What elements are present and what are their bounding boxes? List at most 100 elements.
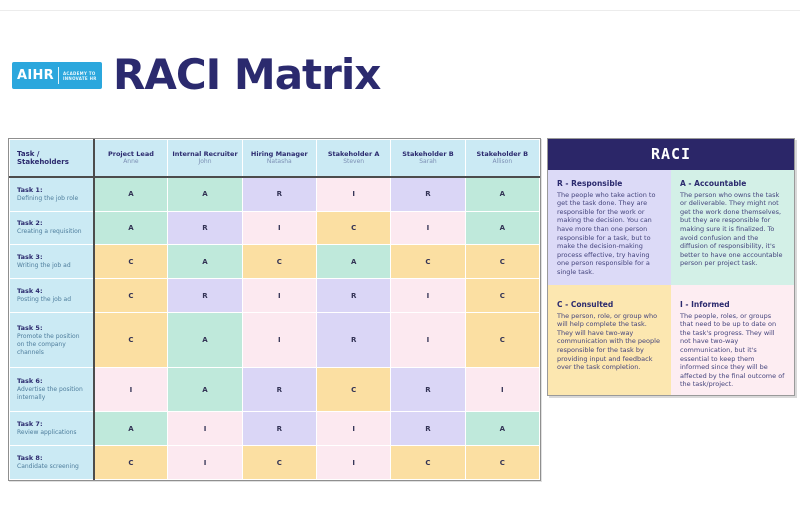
raci-cell-r5-c2: A: [167, 312, 243, 368]
raci-cell-r2-c3: I: [241, 210, 317, 246]
column-header-1: Project Lead Anne: [92, 139, 169, 178]
raci-cell-r7-c6: A: [464, 411, 541, 447]
raci-cell-r3-c6: C: [464, 244, 541, 280]
task-number: Task 5:: [17, 323, 43, 332]
column-person-name: Natasha: [266, 157, 292, 165]
raci-cell-r6-c6: I: [464, 366, 541, 413]
raci-cell-r2-c4: C: [315, 210, 392, 246]
raci-cell-r6-c2: A: [167, 366, 243, 413]
raci-cell-r8-c4: I: [315, 445, 392, 480]
raci-cell-r8-c6: C: [464, 445, 541, 480]
raci-cell-r5-c5: I: [390, 312, 466, 368]
raci-cell-r3-c5: C: [390, 244, 466, 280]
matrix-row-4: Task 4: Posting the job ad C R I R I C: [9, 278, 541, 314]
task-description: Candidate screening: [17, 463, 79, 471]
raci-matrix-table: Task / Stakeholders Project Lead Anne Inte…: [9, 139, 541, 480]
matrix-row-1: Task 1: Defining the job role A A R I R A: [9, 176, 541, 212]
task-label-cell: Task 2: Creating a requisition: [9, 210, 95, 246]
raci-cell-r4-c3: I: [241, 278, 317, 314]
task-number: Task 8:: [17, 454, 43, 463]
raci-cell-r1-c3: R: [241, 176, 317, 212]
task-label-cell: Task 1: Defining the job role: [9, 176, 95, 212]
legend-quadrant-i: I - Informed The people, roles, or groups…: [671, 284, 794, 395]
legend-title: RACI: [548, 139, 794, 170]
task-label-cell: Task 7: Review applications: [9, 411, 95, 447]
raci-cell-r4-c4: R: [315, 278, 392, 314]
task-description: Creating a requisition: [17, 228, 82, 236]
column-person-name: Anne: [123, 157, 139, 165]
legend-quadrant-body: The people who take action to get the ta…: [557, 190, 656, 276]
raci-cell-r8-c2: I: [167, 445, 243, 480]
raci-cell-r2-c6: A: [464, 210, 541, 246]
raci-cell-r3-c4: A: [315, 244, 392, 280]
raci-cell-r5-c6: C: [464, 312, 541, 368]
legend-quadrant-c: C - Consulted The person, role, or group …: [548, 284, 671, 395]
raci-cell-r7-c5: R: [390, 411, 466, 447]
raci-cell-r3-c2: A: [167, 244, 243, 280]
column-role: Stakeholder B: [402, 149, 454, 158]
task-number: Task 4:: [17, 287, 43, 296]
raci-cell-r1-c4: I: [315, 176, 392, 212]
task-description: Promote the position on the company chan…: [17, 332, 80, 356]
corner-header-cell: Task / Stakeholders: [9, 139, 95, 178]
raci-cell-r1-c6: A: [464, 176, 541, 212]
raci-cell-r3-c3: C: [241, 244, 317, 280]
raci-cell-r1-c1: A: [92, 176, 169, 212]
legend-quadrants: R - Responsible The people who take actio…: [548, 169, 794, 395]
column-header-6: Stakeholder B Allison: [464, 139, 541, 178]
raci-cell-r4-c6: C: [464, 278, 541, 314]
matrix-header-row: Task / Stakeholders Project Lead Anne Inte…: [9, 139, 541, 178]
raci-cell-r8-c3: C: [241, 445, 317, 480]
task-description: Defining the job role: [17, 194, 79, 202]
column-role: Project Lead: [107, 149, 154, 158]
raci-cell-r6-c4: C: [315, 366, 392, 413]
column-person-name: Steven: [343, 157, 365, 165]
raci-cell-r1-c5: R: [390, 176, 466, 212]
column-header-5: Stakeholder B Sarah: [390, 139, 466, 178]
task-number: Task 7:: [17, 420, 43, 429]
legend-quadrant-a: A - Accountable The person who owns the t…: [671, 169, 794, 285]
column-person-name: Sarah: [419, 157, 437, 165]
aihr-logo: AIHR ACADEMY TO INNOVATE HR: [12, 62, 102, 89]
task-number: Task 1:: [17, 185, 43, 194]
raci-cell-r2-c2: R: [167, 210, 243, 246]
task-description: Advertise the position internally: [17, 386, 83, 402]
raci-legend-panel: RACI R - Responsible The people who take …: [547, 138, 795, 396]
task-number: Task 6:: [17, 377, 43, 386]
task-description: Posting the job ad: [17, 296, 72, 304]
column-role: Stakeholder B: [476, 149, 529, 158]
legend-quadrant-body: The people, roles, or groups that need t…: [680, 311, 785, 389]
raci-cell-r4-c5: I: [390, 278, 466, 314]
task-description: Review applications: [17, 429, 77, 437]
legend-quadrant-body: The person, role, or group who will help…: [557, 311, 660, 372]
legend-quadrant-title: I - Informed: [680, 299, 730, 309]
column-role: Internal Recruiter: [172, 149, 238, 158]
column-header-2: Internal Recruiter John: [167, 139, 243, 178]
raci-cell-r3-c1: C: [92, 244, 169, 280]
matrix-row-7: Task 7: Review applications A I R I R A: [9, 411, 541, 447]
raci-cell-r7-c1: A: [92, 411, 169, 447]
legend-quadrant-title: R - Responsible: [557, 178, 623, 188]
raci-cell-r6-c3: R: [241, 366, 317, 413]
task-number: Task 2:: [17, 219, 43, 228]
task-label-cell: Task 6: Advertise the position internally: [9, 366, 95, 413]
matrix-row-6: Task 6: Advertise the position internally…: [9, 366, 541, 413]
raci-cell-r7-c3: R: [241, 411, 317, 447]
legend-quadrant-r: R - Responsible The people who take actio…: [548, 169, 671, 285]
task-number: Task 3:: [17, 253, 43, 262]
raci-matrix-table-container: Task / Stakeholders Project Lead Anne Inte…: [8, 138, 541, 481]
raci-cell-r6-c5: R: [390, 366, 466, 413]
raci-cell-r6-c1: I: [92, 366, 169, 413]
raci-cell-r2-c1: A: [92, 210, 169, 246]
matrix-row-5: Task 5: Promote the position on the compa…: [9, 312, 541, 368]
matrix-row-2: Task 2: Creating a requisition A R I C I A: [9, 210, 541, 246]
matrix-row-8: Task 8: Candidate screening C I C I C C: [9, 445, 541, 480]
column-role: Stakeholder A: [327, 149, 380, 158]
task-label-cell: Task 4: Posting the job ad: [9, 278, 95, 314]
column-person-name: John: [198, 157, 212, 165]
task-label-cell: Task 3: Writing the job ad: [9, 244, 95, 280]
aihr-logo-text: AIHR: [17, 68, 54, 83]
legend-quadrant-title: A - Accountable: [680, 178, 747, 188]
raci-cell-r1-c2: A: [167, 176, 243, 212]
